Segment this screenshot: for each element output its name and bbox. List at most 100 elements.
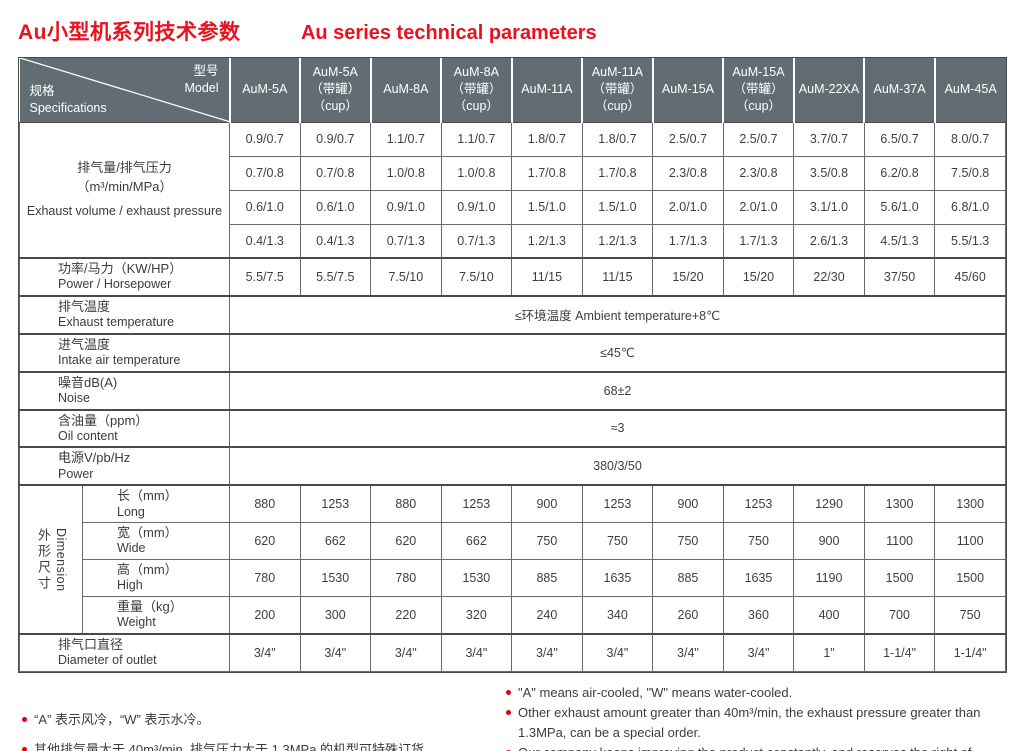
value-cell: 220 <box>370 595 442 635</box>
value-cell: 200 <box>229 595 301 635</box>
value-cell: 2.5/0.7 <box>722 121 795 157</box>
value-cell-span: ≈3 <box>229 408 1006 448</box>
value-cell: 885 <box>511 559 583 597</box>
row-label-long: 长（mm） Long <box>82 484 230 524</box>
value-cell: 750 <box>511 522 583 560</box>
value-cell: 0.7/0.8 <box>229 155 301 191</box>
model-header: AuM-22XA <box>792 58 866 123</box>
dimension-label-en: Dimension <box>54 527 68 592</box>
value-cell: 1500 <box>863 559 936 597</box>
table-row-noise: 噪音dB(A) Noise 68±2 <box>19 370 1006 410</box>
value-cell: 780 <box>229 559 301 597</box>
value-cell: 0.7/1.3 <box>370 223 442 259</box>
note-text: Our company keeps improving the product … <box>518 743 1010 751</box>
value-cell-span: ≤45℃ <box>229 332 1006 373</box>
value-cell: 3/4" <box>652 632 724 672</box>
footnotes-left: “A” 表示风冷，“W” 表示水冷。 其他排气量大于 40m³/min, 排气压… <box>22 710 494 751</box>
row-label-exhaust-temp: 排气温度 Exhaust temperature <box>19 294 230 335</box>
value-cell: 3/4" <box>370 632 442 672</box>
value-cell: 0.6/1.0 <box>229 189 301 225</box>
value-cell: 750 <box>934 595 1006 635</box>
value-cell: 1.8/0.7 <box>511 121 583 157</box>
value-cell: 1-1/4" <box>934 632 1006 672</box>
note-item: Our company keeps improving the product … <box>506 743 1010 751</box>
dimension-group-label: 外形尺寸 Dimension <box>19 484 83 635</box>
page-title-zh: Au小型机系列技术参数 <box>18 21 241 44</box>
page-title-en: Au series technical parameters <box>300 22 597 44</box>
value-cell: 750 <box>652 522 724 560</box>
footnotes-right: "A" means air-cooled, "W" means water-co… <box>494 683 1010 751</box>
bullet-icon <box>22 716 27 722</box>
value-cell: 1530 <box>299 559 372 597</box>
corner-spec-label: 规格 Specifications <box>29 83 107 115</box>
table-row-intake-temp: 进气温度 Intake air temperature ≤45℃ <box>19 332 1006 373</box>
value-cell: 3/4" <box>299 632 372 672</box>
value-cell: 662 <box>440 522 513 560</box>
corner-cell: 型号 Model 规格 Specifications <box>19 58 231 123</box>
value-cell: 1.8/0.7 <box>581 121 654 157</box>
table-row-outlet: 排气口直径 Diameter of outlet 3/4" 3/4" 3/4" 3/4… <box>19 632 1006 672</box>
value-cell: 2.3/0.8 <box>722 155 795 191</box>
model-header: AuM-45A <box>933 58 1006 123</box>
value-cell: 1.5/1.0 <box>511 189 583 225</box>
value-cell: 3/4" <box>229 632 301 672</box>
value-cell: 240 <box>511 595 583 635</box>
value-cell: 7.5/10 <box>370 257 442 297</box>
value-cell: 0.6/1.0 <box>299 189 372 225</box>
note-item: “A” 表示风冷，“W” 表示水冷。 <box>22 710 494 730</box>
value-cell: 11/15 <box>581 257 654 297</box>
value-cell: 340 <box>581 595 654 635</box>
table-row-exhaust: 0.4/1.3 0.4/1.3 0.7/1.3 0.7/1.3 1.2/1.3 1.2/1… <box>20 223 1006 259</box>
value-cell: 6.5/0.7 <box>863 121 936 157</box>
value-cell: 780 <box>370 559 442 597</box>
row-label-noise: 噪音dB(A) Noise <box>19 370 230 410</box>
row-label-power-supply: 电源V/pb/Hz Power <box>19 446 230 486</box>
row-label-high: 高（mm） High <box>82 559 230 597</box>
value-cell: 1300 <box>934 484 1006 524</box>
value-cell: 750 <box>581 522 654 560</box>
note-text: "A" means air-cooled, "W" means water-co… <box>518 684 793 700</box>
value-cell: 1.7/1.3 <box>722 223 795 259</box>
value-cell: 360 <box>722 595 795 635</box>
row-label-outlet: 排气口直径 Diameter of outlet <box>19 632 230 672</box>
value-cell: 1.7/1.3 <box>652 223 724 259</box>
value-cell: 2.0/1.0 <box>722 189 795 225</box>
note-text: 其他排气量大于 40m³/min, 排气压力大于 1.3MPa 的机型可特殊订货… <box>34 742 438 751</box>
value-cell: 300 <box>299 595 372 635</box>
model-header: AuM-5A （带罐） （cup） <box>299 58 372 123</box>
row-label-wide: 宽（mm） Wide <box>82 522 230 560</box>
model-header: AuM-5A <box>228 58 302 123</box>
value-cell-span: ≤环境温度 Ambient temperature+8℃ <box>229 294 1006 335</box>
note-item: "A" means air-cooled, "W" means water-co… <box>506 683 1010 703</box>
value-cell: 22/30 <box>793 257 865 297</box>
value-cell: 880 <box>229 484 301 524</box>
value-cell: 1100 <box>934 522 1006 560</box>
value-cell: 2.0/1.0 <box>652 189 724 225</box>
parameters-table-wrap: 型号 Model 规格 Specifications AuM-5A AuM-5A… <box>18 57 1007 673</box>
table-row-power-supply: 电源V/pb/Hz Power 380/3/50 <box>19 446 1006 486</box>
value-cell: 1635 <box>722 559 795 597</box>
note-item: Other exhaust amount greater than 40m³/m… <box>506 703 1010 742</box>
dimension-label-zh: 外形尺寸 <box>36 527 51 592</box>
table-row-exhaust: 排气量/排气压力 （m³/min/MPa） Exhaust volume / e… <box>19 121 1006 259</box>
note-text: “A” 表示风冷，“W” 表示水冷。 <box>34 711 210 727</box>
value-cell: 1290 <box>793 484 865 524</box>
value-cell: 7.5/0.8 <box>934 155 1006 191</box>
value-cell: 0.9/0.7 <box>299 121 372 157</box>
model-header: AuM-11A （带罐） （cup） <box>581 58 654 123</box>
table-row-dimension-wide: 宽（mm） Wide 620 662 620 662 750 750 750 750 900 11… <box>20 522 1006 560</box>
value-cell: 1.0/0.8 <box>370 155 442 191</box>
value-cell: 3/4" <box>722 632 795 672</box>
value-cell: 750 <box>722 522 795 560</box>
table-row-dimension-weight: 重量（kg） Weight 200 300 220 320 240 340 260 360 40… <box>20 595 1006 635</box>
value-cell: 6.2/0.8 <box>863 155 936 191</box>
value-cell-span: 380/3/50 <box>229 446 1006 486</box>
value-cell: 700 <box>863 595 936 635</box>
value-cell: 0.7/1.3 <box>440 223 513 259</box>
value-cell: 45/60 <box>934 257 1006 297</box>
value-cell: 2.6/1.3 <box>793 223 865 259</box>
value-cell: 1.2/1.3 <box>511 223 583 259</box>
model-header: AuM-8A （带罐） （cup） <box>440 58 513 123</box>
value-cell: 5.6/1.0 <box>863 189 936 225</box>
table-row-exhaust: 0.6/1.0 0.6/1.0 0.9/1.0 0.9/1.0 1.5/1.0 1.5/1… <box>20 189 1006 225</box>
